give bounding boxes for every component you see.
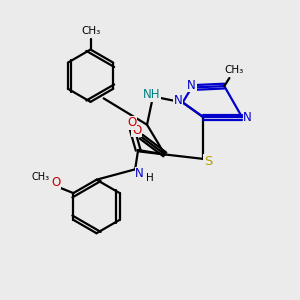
- Text: O: O: [128, 116, 137, 129]
- Text: CH₃: CH₃: [224, 65, 243, 75]
- Text: N: N: [135, 167, 144, 180]
- Text: N: N: [187, 79, 196, 92]
- Text: O: O: [51, 176, 60, 189]
- Text: CH₃: CH₃: [32, 172, 50, 182]
- Text: S: S: [204, 155, 212, 168]
- Text: N: N: [243, 111, 252, 124]
- Text: CH₃: CH₃: [81, 26, 100, 36]
- Text: O: O: [132, 124, 141, 136]
- Text: N: N: [174, 94, 183, 107]
- Text: H: H: [146, 172, 154, 183]
- Text: NH: NH: [143, 88, 160, 101]
